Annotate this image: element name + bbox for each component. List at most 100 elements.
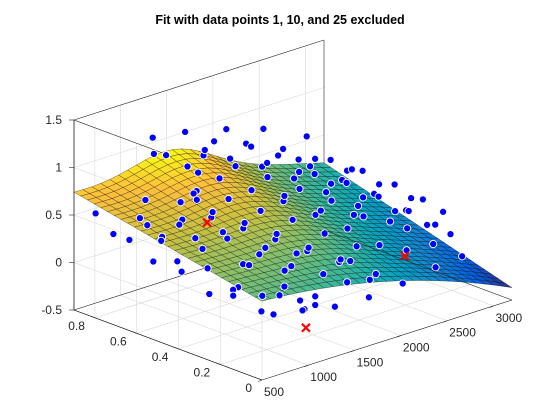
data-point xyxy=(203,264,212,273)
data-point xyxy=(316,206,325,215)
excluded-point xyxy=(202,217,212,228)
data-point xyxy=(261,243,270,252)
data-point xyxy=(194,168,203,177)
data-point xyxy=(327,179,336,188)
data-point xyxy=(229,291,238,300)
data-point xyxy=(255,250,264,259)
data-point xyxy=(407,194,416,203)
data-point xyxy=(288,215,297,224)
excluded-marker-stroke xyxy=(301,322,311,333)
data-point xyxy=(149,149,158,158)
data-point xyxy=(343,224,352,233)
data-point xyxy=(404,206,413,216)
data-point xyxy=(191,234,200,243)
y-tick-mark xyxy=(132,331,137,334)
data-point xyxy=(306,162,315,171)
excluded-point xyxy=(400,251,410,261)
x-tick-mark xyxy=(304,364,309,367)
data-point xyxy=(352,242,361,251)
data-point xyxy=(259,124,268,133)
y-tick-label: 0.2 xyxy=(194,365,211,379)
data-point xyxy=(162,151,171,160)
axes-foreground: 500 1000 1500 2000 2500 3000 0 0.2 0.4 0.6 0.8 -0.5… xyxy=(41,113,522,399)
data-point xyxy=(143,221,152,230)
data-point xyxy=(200,145,209,155)
x-tick-label: 500 xyxy=(264,385,284,399)
data-point xyxy=(327,196,336,205)
data-point xyxy=(176,198,185,207)
data-point xyxy=(215,174,224,183)
data-point xyxy=(294,155,303,164)
data-point xyxy=(272,229,281,238)
data-point xyxy=(346,256,355,266)
data-point xyxy=(311,154,320,163)
data-point xyxy=(269,310,278,319)
data-point xyxy=(149,257,158,266)
data-point xyxy=(364,293,373,302)
data-point xyxy=(290,174,299,183)
excluded-point xyxy=(301,322,311,333)
data-point xyxy=(431,220,440,229)
data-point xyxy=(302,132,311,141)
data-point xyxy=(342,178,351,187)
data-point xyxy=(274,151,283,160)
data-point xyxy=(330,302,339,311)
data-point xyxy=(175,220,184,229)
data-point xyxy=(157,236,166,245)
data-point xyxy=(91,209,100,218)
data-point xyxy=(173,257,182,266)
data-point xyxy=(311,300,320,310)
z-tick-label: -0.5 xyxy=(41,303,62,317)
data-point xyxy=(418,195,427,204)
data-point xyxy=(245,261,254,270)
data-point xyxy=(311,210,320,219)
data-point xyxy=(148,133,157,142)
data-point xyxy=(198,244,207,253)
data-point xyxy=(222,125,231,134)
y-tick-mark xyxy=(174,347,179,350)
x-tick-mark xyxy=(396,335,401,338)
data-point xyxy=(375,241,384,250)
data-point xyxy=(223,234,232,243)
data-point xyxy=(280,282,289,291)
data-point xyxy=(374,192,383,201)
y-tick-label: 0.4 xyxy=(152,350,169,364)
data-point xyxy=(311,292,320,301)
data-point xyxy=(210,137,219,146)
data-point xyxy=(177,267,186,276)
data-point xyxy=(240,218,249,228)
data-point xyxy=(295,184,304,193)
data-point xyxy=(349,210,358,219)
data-point xyxy=(458,252,467,261)
y-tick-label: 0.8 xyxy=(68,319,85,333)
z-tick-label: 0.5 xyxy=(45,208,62,222)
data-point xyxy=(343,278,352,287)
data-point xyxy=(280,191,289,200)
data-point xyxy=(287,262,296,271)
data-point xyxy=(263,158,272,167)
chart-title: Fit with data points 1, 10, and 25 exclu… xyxy=(155,13,404,27)
data-point xyxy=(319,270,328,279)
y-tick-label: 0.6 xyxy=(110,334,127,348)
data-point xyxy=(279,144,288,153)
data-point xyxy=(375,180,384,189)
data-point xyxy=(310,169,319,179)
data-point xyxy=(258,291,267,300)
data-point xyxy=(358,166,367,175)
data-point xyxy=(189,189,198,198)
data-point xyxy=(247,186,256,195)
data-point xyxy=(125,235,134,244)
x-tick-label: 1000 xyxy=(310,370,337,384)
z-tick-label: 1 xyxy=(55,161,62,175)
data-point xyxy=(398,279,407,288)
data-point xyxy=(257,307,266,316)
excluded-marker-stroke xyxy=(400,251,410,261)
y-tick-mark xyxy=(257,378,263,381)
data-point xyxy=(218,228,227,237)
x-axis-line xyxy=(261,299,513,381)
x-tick-mark xyxy=(257,379,263,382)
x-tick-mark xyxy=(350,350,355,353)
surface-patch xyxy=(496,281,513,288)
data-point xyxy=(135,214,144,223)
data-point xyxy=(192,195,201,204)
